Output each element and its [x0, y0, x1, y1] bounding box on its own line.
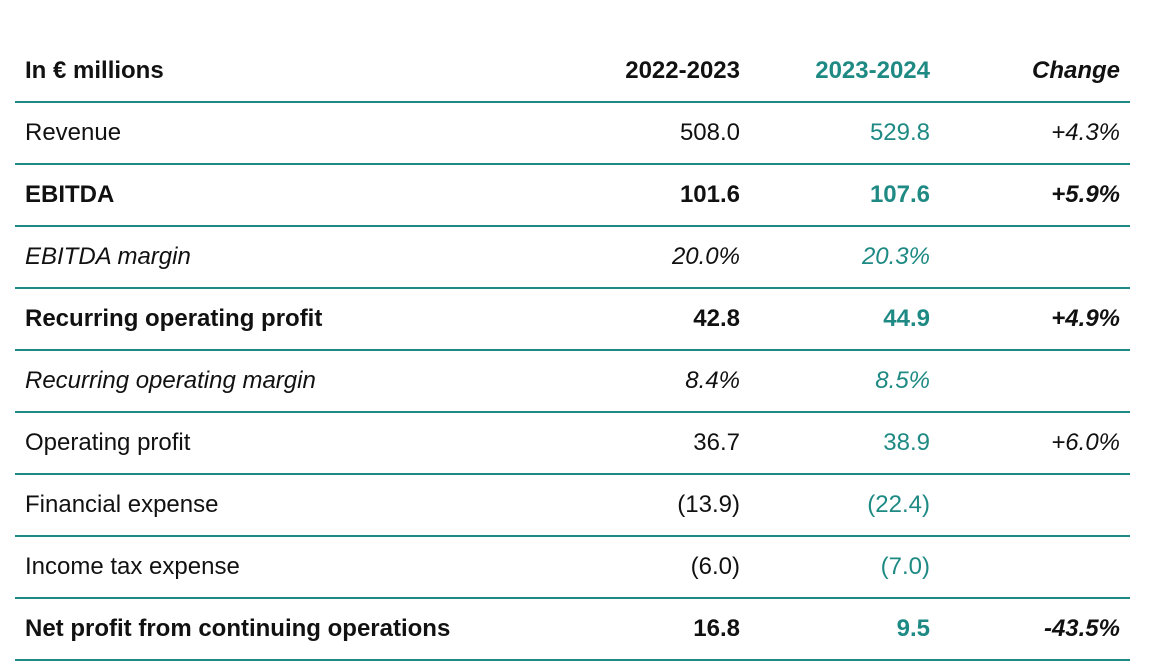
row-label: Recurring operating profit [15, 288, 560, 351]
table-row: Financial expense (13.9) (22.4) [15, 474, 1130, 537]
table-row: Revenue 508.0 529.8 +4.3% [15, 102, 1130, 165]
table-header: In € millions 2022-2023 2023-2024 Change [15, 40, 1130, 103]
row-change [940, 226, 1130, 289]
row-label: Operating profit [15, 412, 560, 475]
row-change: +4.9% [940, 288, 1130, 351]
row-label: Financial expense [15, 474, 560, 537]
table-row: EBITDA margin 20.0% 20.3% [15, 226, 1130, 289]
header-label: In € millions [15, 40, 560, 103]
row-value-2023-2024: (22.4) [750, 474, 940, 537]
row-label: Net profit from continuing operations [15, 598, 560, 661]
table-row: Operating profit 36.7 38.9 +6.0% [15, 412, 1130, 475]
row-change: +5.9% [940, 164, 1130, 227]
row-value-2022-2023: 36.7 [560, 412, 750, 475]
table-row: Income tax expense (6.0) (7.0) [15, 536, 1130, 599]
table-row: Recurring operating margin 8.4% 8.5% [15, 350, 1130, 413]
row-value-2023-2024: 529.8 [750, 102, 940, 165]
table-row: EBITDA 101.6 107.6 +5.9% [15, 164, 1130, 227]
row-value-2022-2023: 101.6 [560, 164, 750, 227]
row-value-2022-2023: 508.0 [560, 102, 750, 165]
financial-summary-table: In € millions 2022-2023 2023-2024 Change… [15, 40, 1130, 661]
row-label: Recurring operating margin [15, 350, 560, 413]
header-2023-2024: 2023-2024 [750, 40, 940, 103]
table-row: Net profit from continuing operations 16… [15, 598, 1130, 661]
header-row: In € millions 2022-2023 2023-2024 Change [15, 40, 1130, 103]
header-change: Change [940, 40, 1130, 103]
row-value-2023-2024: 20.3% [750, 226, 940, 289]
row-label: EBITDA [15, 164, 560, 227]
row-value-2023-2024: 107.6 [750, 164, 940, 227]
row-change [940, 474, 1130, 537]
row-change: +4.3% [940, 102, 1130, 165]
row-value-2022-2023: 8.4% [560, 350, 750, 413]
table-row: Recurring operating profit 42.8 44.9 +4.… [15, 288, 1130, 351]
row-value-2022-2023: 20.0% [560, 226, 750, 289]
row-change: +6.0% [940, 412, 1130, 475]
row-change: -43.5% [940, 598, 1130, 661]
row-value-2023-2024: (7.0) [750, 536, 940, 599]
table-body: Revenue 508.0 529.8 +4.3% EBITDA 101.6 1… [15, 102, 1130, 661]
row-change [940, 536, 1130, 599]
header-2022-2023: 2022-2023 [560, 40, 750, 103]
row-value-2022-2023: 42.8 [560, 288, 750, 351]
row-value-2022-2023: 16.8 [560, 598, 750, 661]
financial-summary-table-container: In € millions 2022-2023 2023-2024 Change… [15, 40, 1130, 661]
row-label: Income tax expense [15, 536, 560, 599]
row-value-2023-2024: 44.9 [750, 288, 940, 351]
row-value-2023-2024: 8.5% [750, 350, 940, 413]
row-value-2022-2023: (13.9) [560, 474, 750, 537]
row-value-2023-2024: 9.5 [750, 598, 940, 661]
row-value-2022-2023: (6.0) [560, 536, 750, 599]
row-change [940, 350, 1130, 413]
row-label: Revenue [15, 102, 560, 165]
row-value-2023-2024: 38.9 [750, 412, 940, 475]
row-label: EBITDA margin [15, 226, 560, 289]
